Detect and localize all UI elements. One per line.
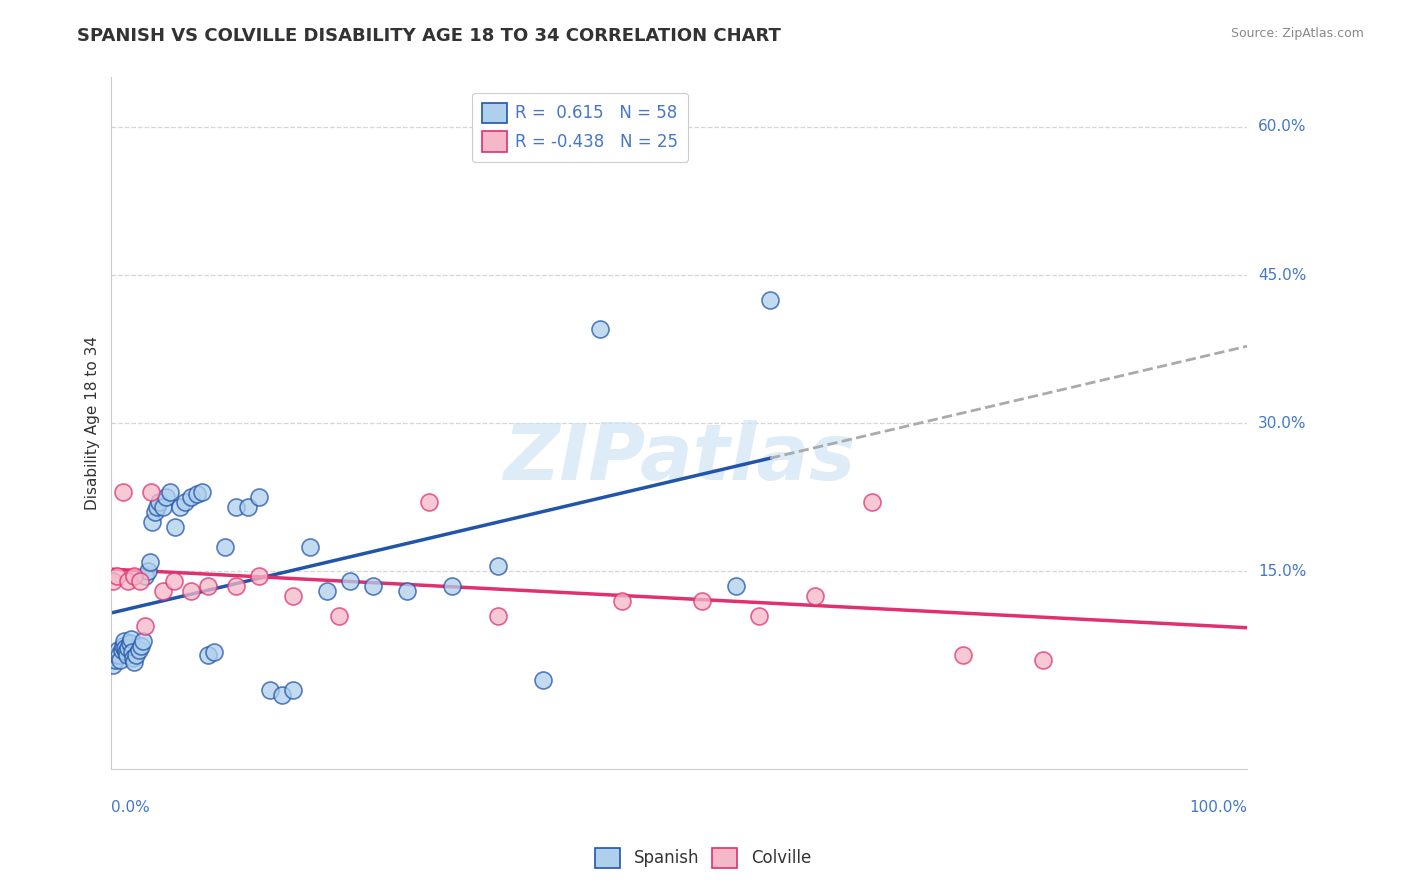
Point <box>143 505 166 519</box>
Point <box>107 643 129 657</box>
Point <box>122 651 145 665</box>
Point <box>148 495 170 509</box>
Point <box>129 639 152 653</box>
Point <box>128 643 150 657</box>
Point <box>141 485 163 500</box>
Point <box>339 574 361 589</box>
Point <box>159 485 181 500</box>
Point <box>139 555 162 569</box>
Point <box>104 653 127 667</box>
Point <box>132 633 155 648</box>
Point <box>191 485 214 500</box>
Point <box>418 495 440 509</box>
Point <box>112 633 135 648</box>
Y-axis label: Disability Age 18 to 34: Disability Age 18 to 34 <box>86 336 100 510</box>
Point <box>169 500 191 515</box>
Point <box>186 487 208 501</box>
Text: 30.0%: 30.0% <box>1258 416 1306 431</box>
Point <box>197 579 219 593</box>
Text: 60.0%: 60.0% <box>1258 120 1306 135</box>
Point <box>281 683 304 698</box>
Point <box>105 569 128 583</box>
Point <box>299 540 322 554</box>
Point <box>247 491 270 505</box>
Point <box>111 639 134 653</box>
Point <box>259 683 281 698</box>
Point <box>174 495 197 509</box>
Point <box>155 491 177 505</box>
Point <box>281 589 304 603</box>
Point <box>121 645 143 659</box>
Point <box>136 565 159 579</box>
Point <box>197 648 219 663</box>
Point <box>589 322 612 336</box>
Point <box>952 648 974 663</box>
Point <box>860 495 883 509</box>
Point <box>105 648 128 663</box>
Point <box>214 540 236 554</box>
Point <box>247 569 270 583</box>
Text: SPANISH VS COLVILLE DISABILITY AGE 18 TO 34 CORRELATION CHART: SPANISH VS COLVILLE DISABILITY AGE 18 TO… <box>77 27 782 45</box>
Point <box>152 500 174 515</box>
Point <box>441 579 464 593</box>
Point <box>101 658 124 673</box>
Point <box>612 594 634 608</box>
Point <box>328 608 350 623</box>
Point <box>141 515 163 529</box>
Point <box>759 293 782 307</box>
Point <box>134 569 156 583</box>
Point <box>120 632 142 646</box>
Point <box>117 641 139 656</box>
Point <box>128 574 150 589</box>
Point <box>225 500 247 515</box>
Point <box>111 643 134 657</box>
Point <box>146 500 169 515</box>
Point <box>101 574 124 589</box>
Point <box>122 569 145 583</box>
Text: ZIPatlas: ZIPatlas <box>503 420 855 496</box>
Point <box>225 579 247 593</box>
Point <box>361 579 384 593</box>
Point <box>690 594 713 608</box>
Point <box>134 619 156 633</box>
Legend: Spanish, Colville: Spanish, Colville <box>589 841 817 875</box>
Text: Source: ZipAtlas.com: Source: ZipAtlas.com <box>1230 27 1364 40</box>
Point <box>236 500 259 515</box>
Point <box>748 608 770 623</box>
Point <box>108 648 131 663</box>
Point <box>180 584 202 599</box>
Point <box>270 688 292 702</box>
Point <box>804 589 827 603</box>
Point <box>152 584 174 599</box>
Point <box>316 584 339 599</box>
Text: 100.0%: 100.0% <box>1189 799 1247 814</box>
Point <box>115 645 138 659</box>
Text: 15.0%: 15.0% <box>1258 564 1306 579</box>
Point <box>163 520 186 534</box>
Point <box>111 485 134 500</box>
Point <box>122 655 145 669</box>
Text: 0.0%: 0.0% <box>111 799 150 814</box>
Point <box>202 645 225 659</box>
Point <box>531 673 554 687</box>
Point <box>117 574 139 589</box>
Point <box>724 579 747 593</box>
Text: 45.0%: 45.0% <box>1258 268 1306 283</box>
Legend: R =  0.615   N = 58, R = -0.438   N = 25: R = 0.615 N = 58, R = -0.438 N = 25 <box>472 93 688 161</box>
Point <box>486 559 509 574</box>
Point <box>180 491 202 505</box>
Point <box>486 608 509 623</box>
Point <box>125 648 148 663</box>
Point <box>110 653 132 667</box>
Point <box>118 635 141 649</box>
Point <box>1032 653 1054 667</box>
Point <box>395 584 418 599</box>
Point <box>163 574 186 589</box>
Point <box>114 641 136 656</box>
Point <box>117 648 139 663</box>
